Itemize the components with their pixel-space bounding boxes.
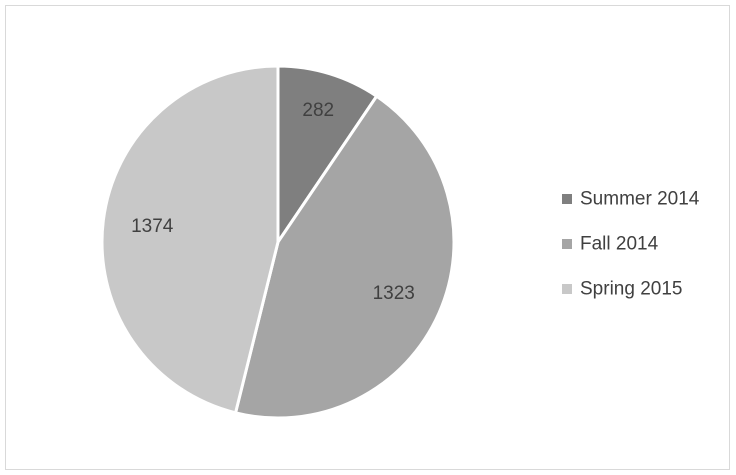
legend-label-summer-2014: Summer 2014 xyxy=(580,189,700,210)
data-label-summer-2014: 282 xyxy=(302,100,334,121)
pie-slice-fall-2014 xyxy=(234,94,456,420)
legend: Summer 2014 Fall 2014 Spring 2015 xyxy=(562,189,700,300)
pie-slice-summer-2014 xyxy=(276,64,379,244)
legend-swatch-spring-2015 xyxy=(562,284,572,294)
legend-label-fall-2014: Fall 2014 xyxy=(580,234,659,255)
pie-slice-spring-2015 xyxy=(100,64,280,415)
data-label-spring-2015: 1374 xyxy=(131,216,174,237)
legend-swatch-fall-2014 xyxy=(562,239,572,249)
data-label-fall-2014: 1323 xyxy=(373,283,415,304)
legend-label-spring-2015: Spring 2015 xyxy=(580,279,682,300)
pie-data-labels: 282 1323 1374 xyxy=(131,100,415,304)
pie-slices xyxy=(100,64,456,420)
legend-swatch-summer-2014 xyxy=(562,194,572,204)
